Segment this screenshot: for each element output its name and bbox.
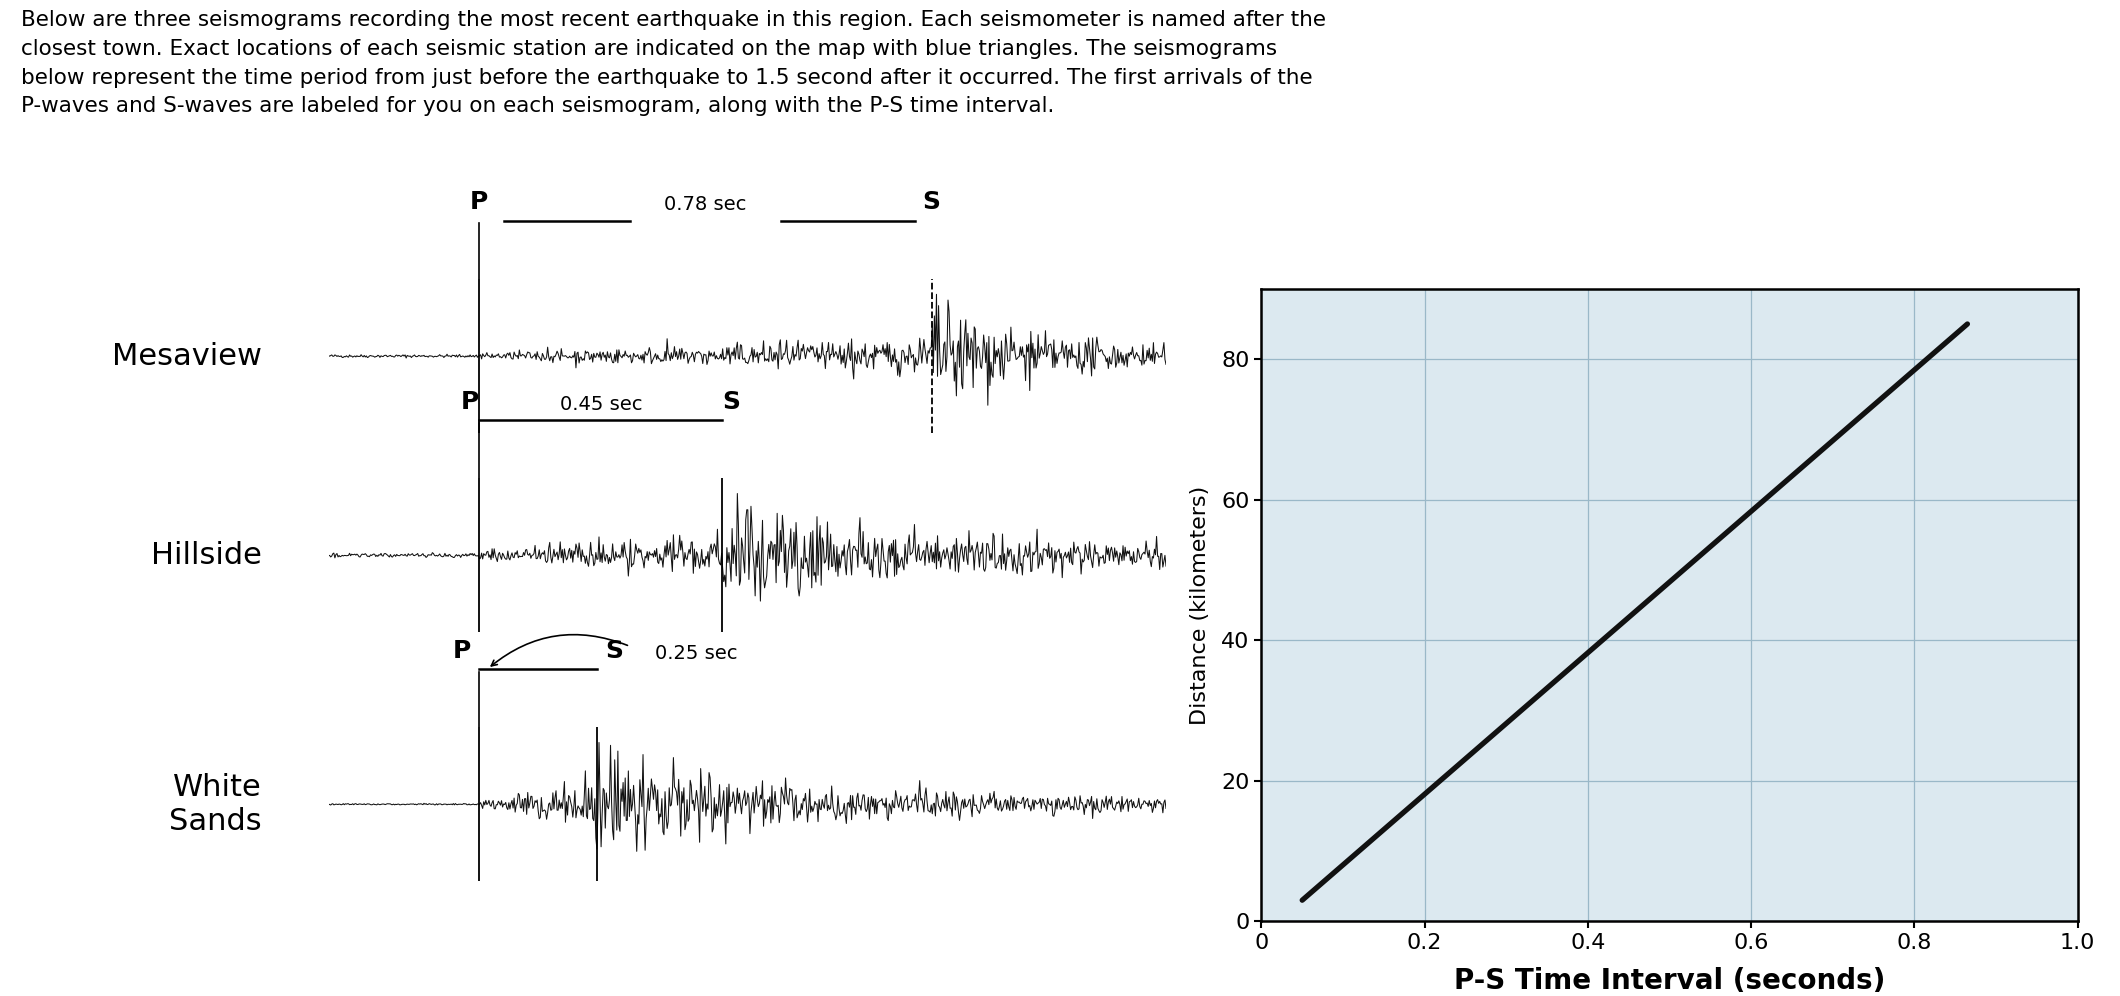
Text: Hillside: Hillside [151, 541, 261, 570]
Text: 0.78 sec: 0.78 sec [664, 195, 746, 214]
Text: S: S [723, 389, 740, 413]
Text: S: S [604, 638, 623, 662]
Text: P: P [471, 190, 488, 214]
Text: P: P [454, 638, 471, 662]
Text: Mesaview: Mesaview [112, 342, 261, 371]
Text: 0.25 sec: 0.25 sec [655, 643, 738, 662]
Text: P: P [460, 389, 479, 413]
Text: 0.45 sec: 0.45 sec [560, 394, 642, 413]
Text: Below are three seismograms recording the most recent earthquake in this region.: Below are three seismograms recording th… [21, 10, 1327, 117]
Text: S: S [922, 190, 941, 214]
Text: White
Sands: White Sands [170, 773, 261, 836]
X-axis label: P-S Time Interval (seconds): P-S Time Interval (seconds) [1454, 967, 1885, 995]
Y-axis label: Distance (kilometers): Distance (kilometers) [1189, 485, 1211, 725]
